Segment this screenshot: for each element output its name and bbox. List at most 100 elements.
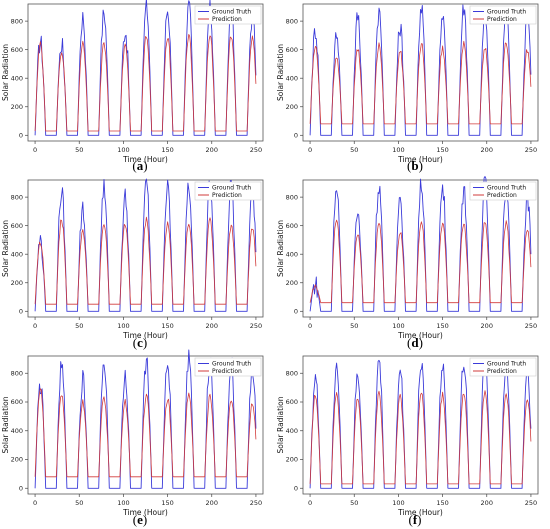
chart-svg: 0 50 100 150 200 250 0 200 400 600 800 Time (Hour) S…: [1, 178, 264, 340]
x-axis-label: Time (Hour): [397, 331, 443, 340]
x-tick-label: 200: [481, 499, 493, 507]
x-tick-label: 0: [33, 322, 37, 330]
series-line-ground-truth: [34, 349, 257, 489]
x-tick-label: 150: [161, 499, 173, 507]
chart-svg: 0 50 100 150 200 250 0 200 400 600 800 Time (Hour) S…: [1, 349, 264, 517]
legend-box: [194, 5, 262, 25]
x-tick-label: 0: [308, 499, 312, 507]
legend-label: Ground Truth: [487, 185, 526, 192]
x-tick-label: 50: [75, 499, 83, 507]
y-tick-label: 800: [286, 17, 298, 25]
y-tick-label: 600: [286, 398, 298, 406]
legend-label: Ground Truth: [487, 9, 526, 16]
series-line-prediction: [34, 216, 257, 305]
x-tick-label: 100: [117, 146, 129, 154]
chart-panel-a: 0 50 100 150 200 250 0 200 400 600 800 Time (Hour) S…: [0, 0, 275, 176]
x-tick-label: 100: [392, 499, 404, 507]
x-tick-label: 0: [308, 146, 312, 154]
series-line-prediction: [34, 34, 257, 132]
plot-frame: [302, 355, 539, 495]
legend-box: [194, 181, 262, 201]
legend-label: Prediction: [212, 368, 242, 375]
y-tick-label: 400: [11, 427, 23, 435]
caption-a: (a): [132, 158, 148, 173]
chart-svg: 0 50 100 150 200 250 0 200 400 600 800 Time (Hour) S…: [276, 355, 539, 517]
plot-frame: [27, 179, 264, 318]
series-line-ground-truth: [34, 0, 257, 136]
y-tick-label: 600: [11, 222, 23, 230]
series-line-prediction: [34, 388, 257, 478]
legend-box: [469, 5, 537, 25]
x-tick-label: 250: [525, 322, 537, 330]
y-tick-label: 800: [286, 193, 298, 201]
y-tick-label: 800: [11, 17, 23, 25]
x-tick-label: 250: [525, 146, 537, 154]
legend-box: [194, 357, 262, 377]
legend-label: Prediction: [487, 368, 517, 375]
y-tick-label: 600: [286, 222, 298, 230]
plot-frame: [27, 3, 264, 142]
chart-panel-b: 0 50 100 150 200 250 0 200 400 600 800 Time (Hour) S…: [275, 0, 550, 176]
y-tick-label: 200: [11, 456, 23, 464]
x-tick-label: 50: [350, 146, 358, 154]
y-tick-label: 600: [286, 46, 298, 54]
x-tick-label: 0: [33, 499, 37, 507]
legend-label: Ground Truth: [487, 361, 526, 368]
x-tick-label: 200: [206, 322, 218, 330]
x-tick-label: 250: [525, 499, 537, 507]
legend-label: Prediction: [487, 192, 517, 199]
series-line-ground-truth: [309, 358, 532, 489]
x-tick-label: 50: [350, 322, 358, 330]
series-line-prediction: [309, 40, 532, 125]
legend-label: Prediction: [212, 192, 242, 199]
x-axis-label: Time (Hour): [122, 155, 168, 164]
caption-c: (c): [132, 335, 148, 350]
caption-b: (b): [407, 158, 423, 173]
x-axis-label: Time (Hour): [122, 331, 168, 340]
y-tick-label: 0: [19, 307, 23, 315]
y-tick-label: 400: [286, 427, 298, 435]
legend-box: [469, 181, 537, 201]
chart-panel-e: 0 50 100 150 200 250 0 200 400 600 800 Time (Hour) S…: [0, 349, 275, 529]
x-tick-label: 100: [117, 322, 129, 330]
legend-label: Ground Truth: [212, 361, 251, 368]
y-tick-label: 200: [286, 456, 298, 464]
plot-frame: [27, 355, 264, 495]
chart-panel-d: 0 50 100 150 200 250 0 200 400 600 800 Time (Hour) S…: [275, 176, 550, 352]
y-tick-label: 0: [294, 484, 298, 492]
y-tick-label: 600: [11, 46, 23, 54]
x-tick-label: 100: [392, 322, 404, 330]
y-tick-label: 200: [11, 279, 23, 287]
y-tick-label: 200: [286, 103, 298, 111]
plot-frame: [302, 3, 539, 142]
legend-label: Ground Truth: [212, 185, 251, 192]
y-tick-label: 800: [11, 193, 23, 201]
y-tick-label: 400: [11, 250, 23, 258]
y-axis-label: Solar Radiation: [1, 44, 10, 101]
series-line-ground-truth: [309, 4, 532, 136]
y-tick-label: 600: [11, 398, 23, 406]
chart-svg: 0 50 100 150 200 250 0 200 400 600 800 Time (Hour) S…: [1, 0, 264, 164]
y-axis-label: Solar Radiation: [1, 220, 10, 277]
x-tick-label: 200: [206, 499, 218, 507]
y-tick-label: 0: [294, 131, 298, 139]
x-tick-label: 50: [75, 146, 83, 154]
y-tick-label: 400: [286, 74, 298, 82]
y-tick-label: 200: [286, 279, 298, 287]
y-axis-label: Solar Radiation: [1, 396, 10, 453]
chart-svg: 0 50 100 150 200 250 0 200 400 600 800 Time (Hour) S…: [276, 176, 539, 340]
chart-svg: 0 50 100 150 200 250 0 200 400 600 800 Time (Hour) S…: [276, 3, 539, 164]
legend-label: Ground Truth: [212, 9, 251, 16]
x-axis-label: Time (Hour): [122, 508, 168, 517]
x-tick-label: 150: [161, 322, 173, 330]
legend-label: Prediction: [212, 16, 242, 23]
y-tick-label: 800: [11, 369, 23, 377]
y-tick-label: 200: [11, 103, 23, 111]
legend-label: Prediction: [487, 16, 517, 23]
caption-f: (f): [408, 512, 422, 527]
x-tick-label: 150: [161, 146, 173, 154]
x-tick-label: 150: [436, 499, 448, 507]
x-tick-label: 250: [250, 499, 262, 507]
series-line-ground-truth: [34, 178, 257, 312]
